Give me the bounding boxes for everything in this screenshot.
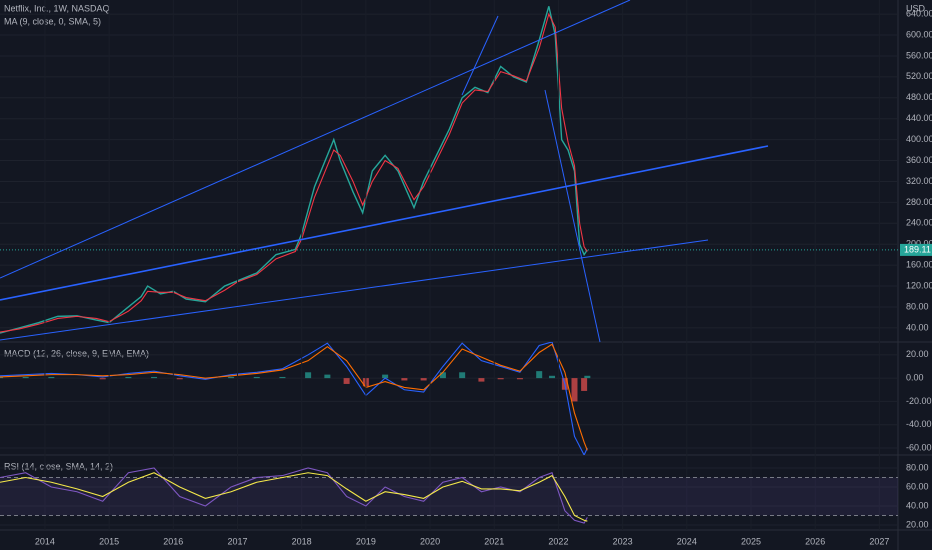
series-line xyxy=(0,472,588,522)
histogram-bar xyxy=(343,378,350,384)
y-tick-label: 80.00 xyxy=(906,301,929,311)
y-tick-label: -20.00 xyxy=(906,396,932,406)
histogram-bar xyxy=(228,376,235,379)
histogram-bar xyxy=(22,376,29,379)
series-line xyxy=(0,342,588,455)
y-tick-label: 480.00 xyxy=(906,92,932,102)
y-tick-label: 440.00 xyxy=(906,113,932,123)
y-tick-label: 360.00 xyxy=(906,155,932,165)
x-tick-label: 2027 xyxy=(869,536,889,546)
y-tick-label: 160.00 xyxy=(906,260,932,270)
y-tick-label: 0.00 xyxy=(906,372,924,382)
y-tick-label: 80.00 xyxy=(906,462,929,472)
y-tick-label: 40.00 xyxy=(906,500,929,510)
histogram-bar xyxy=(571,378,578,402)
x-tick-label: 2022 xyxy=(548,536,568,546)
unit-label: USD xyxy=(906,3,926,13)
x-tick-label: 2017 xyxy=(227,536,247,546)
y-tick-label: 120.00 xyxy=(906,280,932,290)
x-tick-label: 2014 xyxy=(35,536,55,546)
trend-line xyxy=(544,89,601,343)
histogram-bar xyxy=(48,376,55,379)
histogram-bar xyxy=(99,378,106,380)
series-line xyxy=(0,6,588,334)
histogram-bar xyxy=(151,376,158,379)
histogram-bar xyxy=(253,376,260,379)
histogram-bar xyxy=(125,376,132,379)
y-tick-label: 560.00 xyxy=(906,50,932,60)
y-tick-label: 280.00 xyxy=(906,197,932,207)
histogram-bar xyxy=(401,378,408,381)
histogram-bar xyxy=(176,378,183,380)
histogram-bar xyxy=(305,372,312,379)
histogram-bar xyxy=(459,372,466,379)
indicator-title: MACD (12, 26, close, 9, EMA, EMA) xyxy=(4,348,149,358)
y-tick-label: 20.00 xyxy=(906,519,929,529)
series-line xyxy=(0,467,588,524)
trend-line xyxy=(0,145,769,301)
trend-line xyxy=(0,0,631,279)
histogram-bar xyxy=(497,378,504,380)
y-tick-label: -40.00 xyxy=(906,419,932,429)
x-tick-label: 2015 xyxy=(99,536,119,546)
x-tick-label: 2023 xyxy=(613,536,633,546)
last-price-box xyxy=(900,243,932,256)
histogram-bar xyxy=(279,376,286,379)
y-tick-label: 60.00 xyxy=(906,481,929,491)
histogram-bar xyxy=(324,374,331,379)
histogram-bar xyxy=(516,378,523,380)
y-tick-label: -60.00 xyxy=(906,442,932,452)
y-tick-label: 600.00 xyxy=(906,29,932,39)
histogram-bar xyxy=(420,378,427,381)
x-tick-label: 2024 xyxy=(677,536,697,546)
x-tick-label: 2026 xyxy=(805,536,825,546)
histogram-bar xyxy=(439,372,446,379)
histogram-bar xyxy=(202,378,209,380)
y-tick-label: 240.00 xyxy=(906,218,932,228)
series-line xyxy=(0,343,588,451)
y-tick-label: 40.00 xyxy=(906,322,929,332)
chart-title: Netflix, Inc., 1W, NASDAQ xyxy=(4,3,110,13)
x-tick-label: 2018 xyxy=(292,536,312,546)
last-price-label: 189.11 xyxy=(904,244,931,254)
y-tick-label: 400.00 xyxy=(906,134,932,144)
y-tick-label: 200.00 xyxy=(906,239,932,249)
y-tick-label: 20.00 xyxy=(906,349,929,359)
histogram-bar xyxy=(536,371,543,379)
trend-line xyxy=(461,15,499,96)
x-tick-label: 2020 xyxy=(420,536,440,546)
x-tick-label: 2016 xyxy=(163,536,183,546)
series-line xyxy=(0,12,588,333)
histogram-bar xyxy=(584,375,591,379)
y-tick-label: 320.00 xyxy=(906,176,932,186)
rsi-band xyxy=(0,477,898,516)
x-tick-label: 2019 xyxy=(356,536,376,546)
legend-entry: MA (9, close, 0, SMA, 5) xyxy=(4,16,101,26)
histogram-bar xyxy=(581,378,588,391)
histogram-bar xyxy=(0,376,3,379)
y-tick-label: 520.00 xyxy=(906,71,932,81)
trend-lines xyxy=(0,0,769,343)
x-tick-label: 2021 xyxy=(484,536,504,546)
histogram-bar xyxy=(382,374,389,379)
y-tick-label: 640.00 xyxy=(906,8,932,18)
histogram-bar xyxy=(478,378,485,382)
trend-line xyxy=(0,239,709,341)
x-tick-label: 2025 xyxy=(741,536,761,546)
indicator-title: RSI (14, close, SMA, 14, 2) xyxy=(4,461,113,471)
histogram-bar xyxy=(549,375,556,379)
